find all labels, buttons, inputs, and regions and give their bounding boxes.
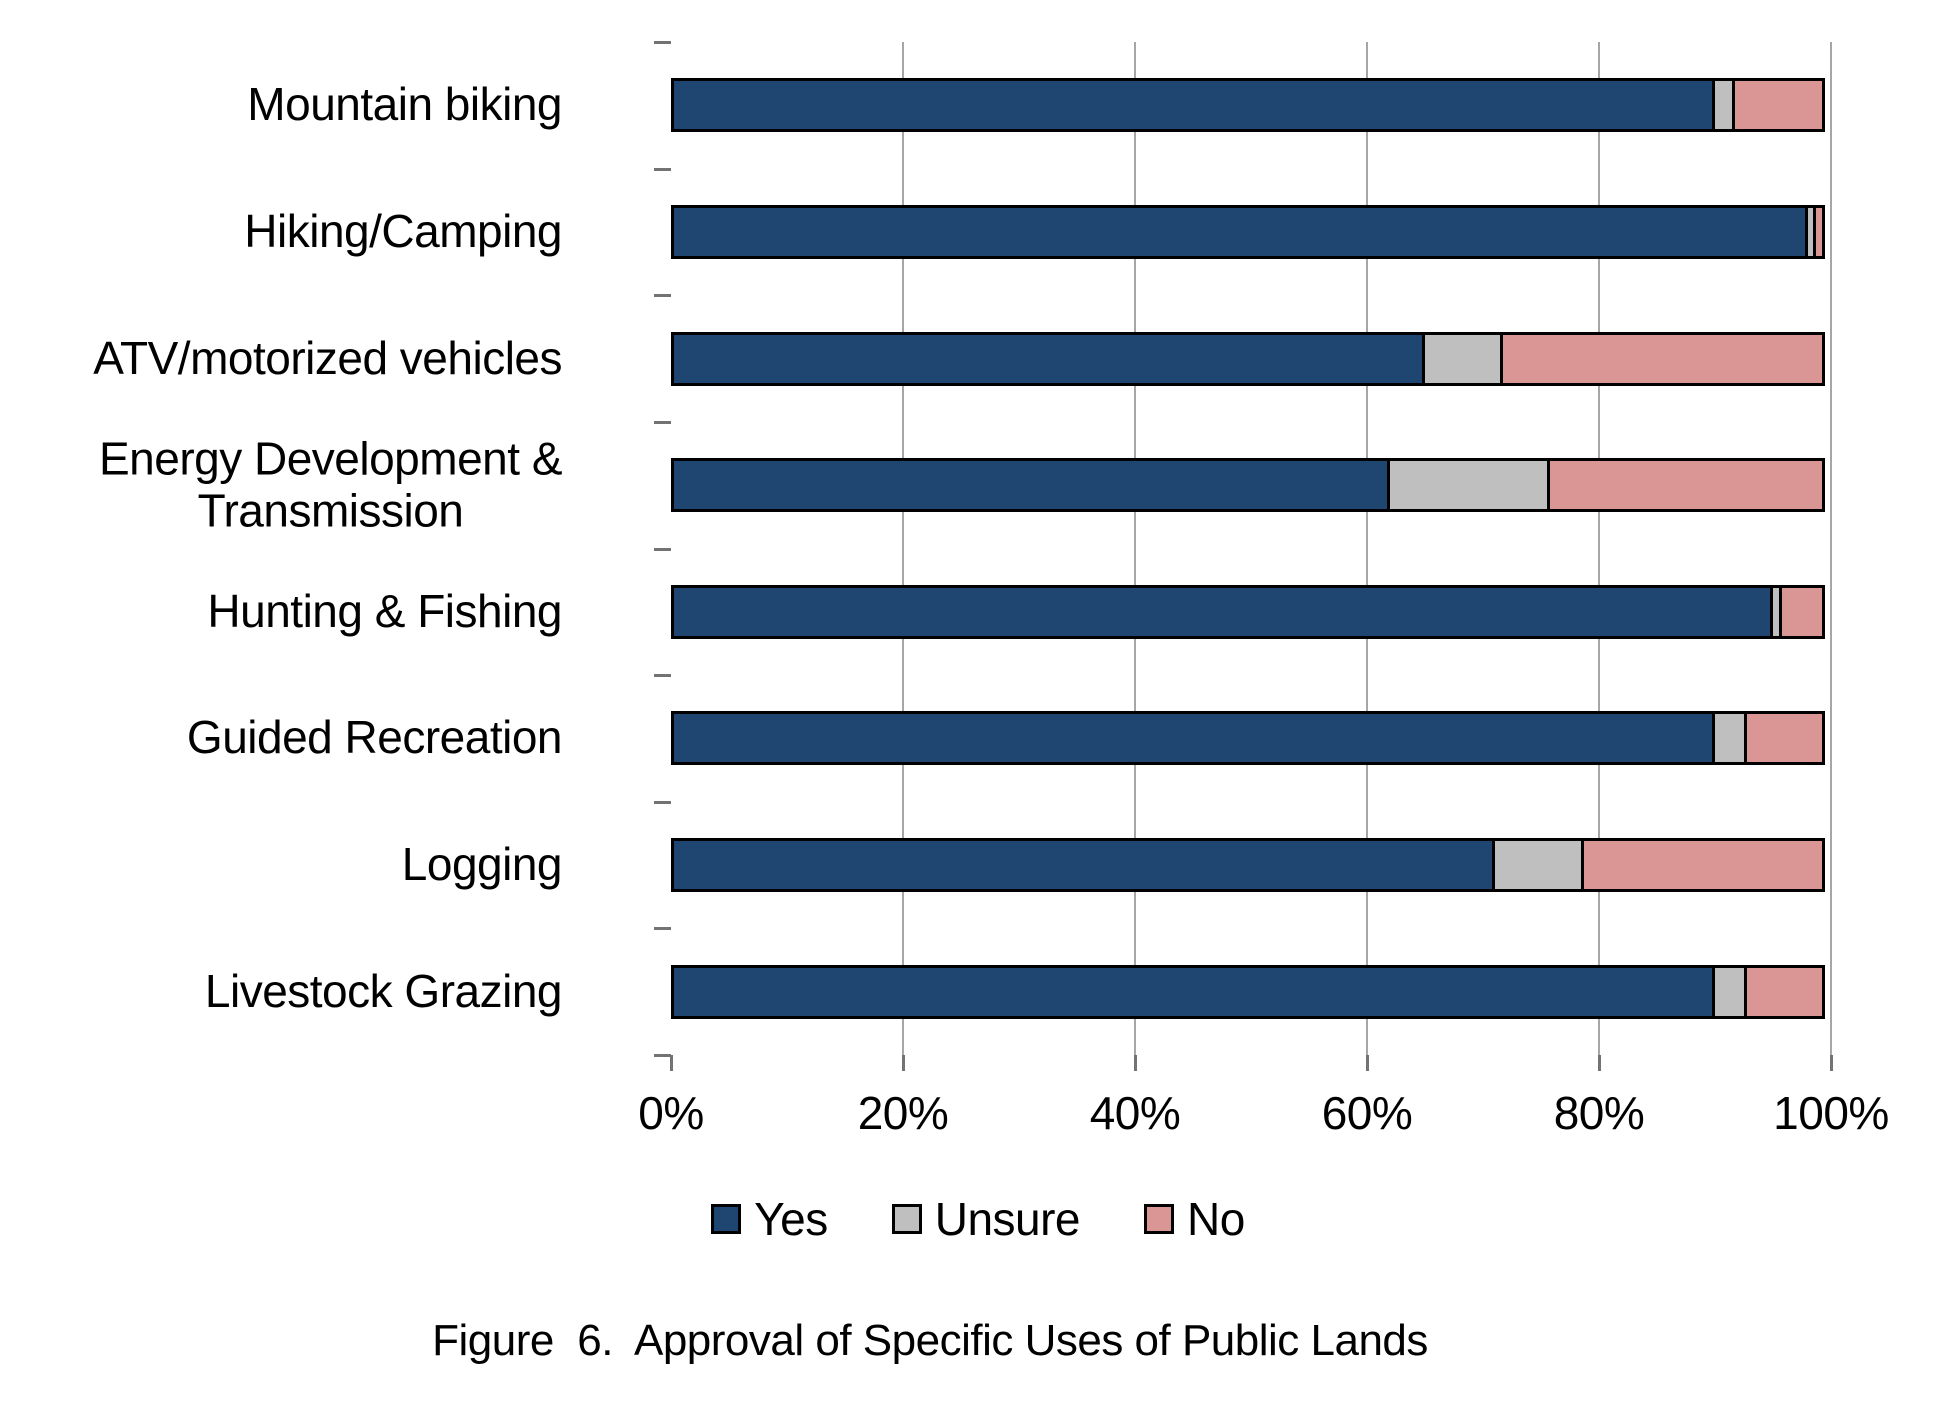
bar-logging — [671, 838, 1831, 892]
bar-hiking-camping — [671, 205, 1831, 259]
x-axis-tick — [902, 1055, 905, 1071]
legend-label: No — [1187, 1193, 1245, 1245]
bar-segment-unsure — [1422, 332, 1504, 386]
x-axis-tick — [670, 1055, 673, 1071]
y-axis-tick — [654, 421, 671, 424]
legend-item-unsure: Unsure — [891, 1192, 1081, 1246]
legend-item-yes: Yes — [711, 1192, 828, 1246]
bar-segment-no — [1732, 78, 1825, 132]
bar-segment-unsure — [1387, 458, 1550, 512]
x-axis-tick-label: 60% — [1321, 1087, 1413, 1139]
y-axis-tick — [654, 927, 671, 930]
x-axis-tick-label: 0% — [638, 1087, 704, 1139]
bar-segment-yes — [671, 332, 1425, 386]
category-label: Mountain biking — [247, 78, 562, 131]
gridline — [1366, 42, 1368, 1055]
legend-label: Unsure — [934, 1193, 1081, 1245]
legend-swatch-yes — [711, 1204, 742, 1234]
y-axis-tick — [654, 548, 671, 551]
legend-label: Yes — [754, 1193, 828, 1245]
x-axis-tick — [1598, 1055, 1601, 1071]
category-label: ATV/motorized vehicles — [93, 332, 562, 385]
x-axis-tick — [1366, 1055, 1369, 1071]
bar-segment-yes — [671, 585, 1773, 639]
bar-mountain-biking — [671, 78, 1831, 132]
bar-segment-unsure — [1712, 965, 1747, 1019]
category-label: Hiking/Camping — [244, 205, 562, 258]
bar-segment-no — [1743, 711, 1825, 765]
y-axis-tick — [654, 1054, 671, 1057]
bar-segment-yes — [671, 965, 1715, 1019]
x-axis-tick-label: 100% — [1773, 1087, 1889, 1139]
bar-segment-yes — [671, 205, 1808, 259]
bar-segment-unsure — [1712, 711, 1747, 765]
x-axis-tick — [1134, 1055, 1137, 1071]
bar-segment-yes — [671, 78, 1715, 132]
bar-livestock-grazing — [671, 965, 1831, 1019]
legend-item-no: No — [1144, 1192, 1245, 1246]
bar-energy-development-transmission — [671, 458, 1831, 512]
gridline — [1598, 42, 1600, 1055]
y-axis-tick — [654, 168, 671, 171]
y-axis-tick — [654, 674, 671, 677]
gridline — [1134, 42, 1136, 1055]
bar-hunting-fishing — [671, 585, 1831, 639]
category-label: Livestock Grazing — [204, 965, 563, 1018]
legend: Yes Unsure No — [0, 1192, 1956, 1246]
bar-segment-no — [1546, 458, 1825, 512]
bar-guided-recreation — [671, 711, 1831, 765]
plot-area — [654, 41, 1833, 1071]
bar-segment-no — [1500, 332, 1825, 386]
bar-segment-yes — [671, 838, 1495, 892]
gridline — [902, 42, 904, 1055]
bar-segment-no — [1581, 838, 1825, 892]
category-label: Guided Recreation — [186, 711, 563, 764]
legend-swatch-no — [1144, 1204, 1175, 1234]
x-axis-tick-label: 40% — [1089, 1087, 1181, 1139]
y-axis-tick — [654, 801, 671, 804]
y-axis-tick — [654, 294, 671, 297]
legend-swatch-unsure — [891, 1204, 922, 1234]
bar-segment-no — [1813, 205, 1825, 259]
bar-atv-motorized-vehicles — [671, 332, 1831, 386]
x-axis-tick-label: 20% — [857, 1087, 949, 1139]
bar-segment-yes — [671, 711, 1715, 765]
category-label: Energy Development & Transmission — [98, 432, 563, 536]
gridline — [1830, 42, 1832, 1055]
bar-segment-unsure — [1491, 838, 1585, 892]
x-axis-tick — [1830, 1055, 1833, 1071]
bar-segment-no — [1743, 965, 1825, 1019]
x-axis-tick-label: 80% — [1553, 1087, 1645, 1139]
y-axis-tick — [654, 41, 671, 44]
bar-segment-yes — [671, 458, 1391, 512]
figure-caption: Figure 6. Approval of Specific Uses of P… — [432, 1316, 1428, 1365]
category-label: Hunting & Fishing — [207, 585, 562, 638]
bar-segment-no — [1778, 585, 1825, 639]
category-label: Logging — [401, 838, 563, 891]
